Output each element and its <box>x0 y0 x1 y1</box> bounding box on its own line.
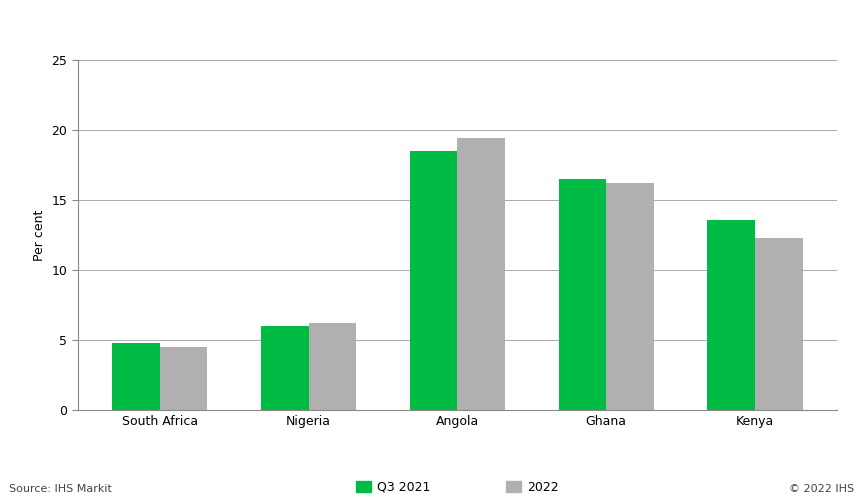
Y-axis label: Per cent: Per cent <box>33 210 46 260</box>
Bar <box>160 347 207 410</box>
Text: Gross NPL ratio forecast across Sub-Saharan Africa: Gross NPL ratio forecast across Sub-Saha… <box>11 14 493 32</box>
Bar <box>457 138 505 410</box>
Legend: Q3 2021, 2022: Q3 2021, 2022 <box>351 476 564 498</box>
Bar <box>755 238 803 410</box>
Bar <box>112 343 160 410</box>
Bar <box>708 220 755 410</box>
Bar <box>309 323 356 410</box>
Text: Source: IHS Markit: Source: IHS Markit <box>9 484 111 494</box>
Bar <box>558 179 606 410</box>
Text: © 2022 IHS: © 2022 IHS <box>790 484 854 494</box>
Bar <box>606 183 654 410</box>
Bar <box>261 326 309 410</box>
Bar <box>410 151 457 410</box>
